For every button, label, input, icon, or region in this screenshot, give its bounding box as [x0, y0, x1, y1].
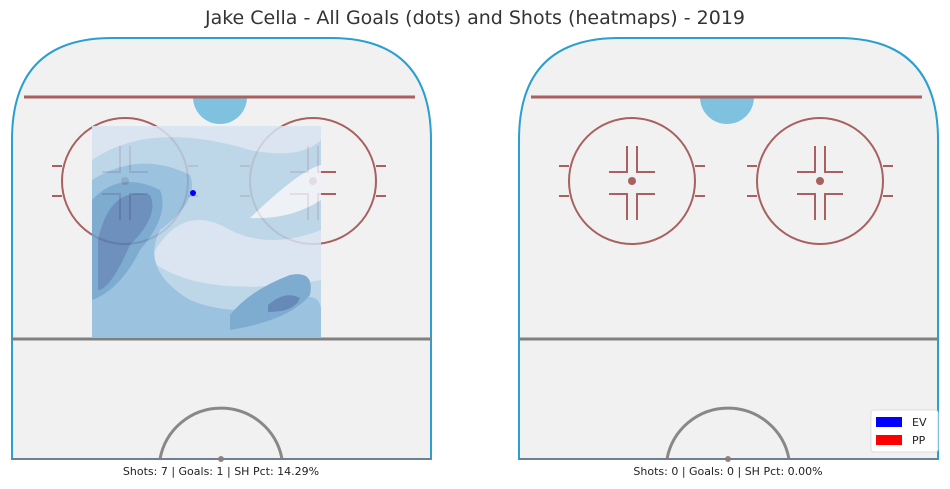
rink-left: [10, 36, 433, 464]
caption: Shots: 7 | Goals: 1 | SH Pct: 14.29%: [123, 465, 319, 478]
legend-swatch: [876, 417, 902, 427]
shot-heatmap: [92, 126, 321, 337]
legend-label: PP: [912, 434, 926, 447]
caption: Shots: 0 | Goals: 0 | SH Pct: 0.00%: [633, 465, 822, 478]
title: Jake Cella - All Goals (dots) and Shots …: [204, 7, 745, 29]
legend-label: EV: [912, 416, 927, 429]
legend: EV PP: [870, 409, 939, 453]
legend-swatch: [876, 435, 902, 445]
rink-right: [517, 36, 940, 464]
goal-dot: [190, 190, 196, 196]
